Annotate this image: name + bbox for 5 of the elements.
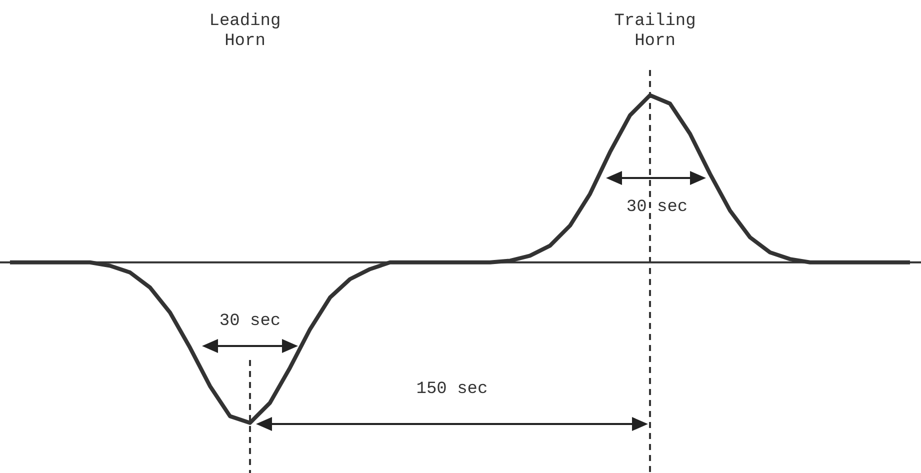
text: Leading Horn [208, 12, 282, 52]
text: Trailing Horn [613, 12, 697, 52]
annotation: 30 sec [625, 198, 689, 218]
annotation: 150 sec [415, 380, 489, 400]
annotation: 30 sec [218, 312, 282, 332]
